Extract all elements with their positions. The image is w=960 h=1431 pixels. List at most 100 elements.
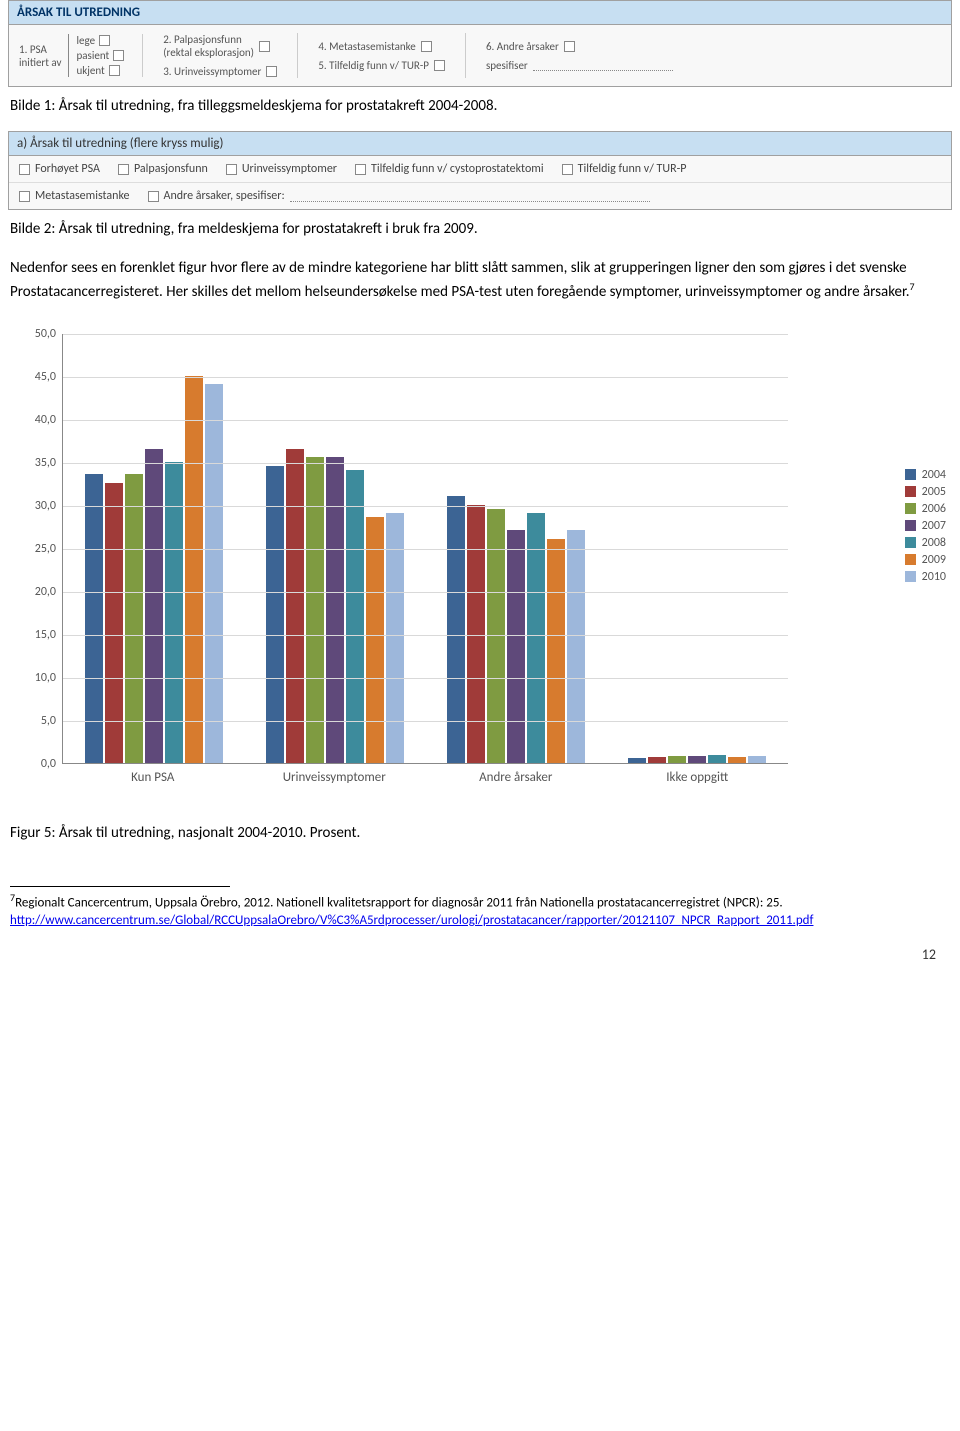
- y-tick-label: 35,0: [10, 456, 56, 470]
- chart-plot: [62, 334, 788, 764]
- form1-item4: 4. Metastasemistanke: [318, 40, 415, 53]
- bar: [185, 376, 203, 763]
- checkbox-icon[interactable]: [355, 164, 366, 175]
- legend-label: 2005: [922, 485, 946, 499]
- caption-figur5: Figur 5: Årsak til utredning, nasjonalt …: [10, 824, 950, 842]
- bar: [165, 462, 183, 763]
- checkbox-icon[interactable]: [562, 164, 573, 175]
- y-tick-label: 10,0: [10, 671, 56, 685]
- bar: [567, 530, 585, 762]
- legend-label: 2004: [922, 468, 946, 482]
- form2-row1: Forhøyet PSA Palpasjonsfunn Urinveissymp…: [9, 156, 951, 182]
- legend-label: 2008: [922, 536, 946, 550]
- checkbox-icon[interactable]: [259, 41, 270, 52]
- checkbox-icon[interactable]: [19, 191, 30, 202]
- legend-item: 2005: [905, 485, 946, 499]
- caption-bilde2: Bilde 2: Årsak til utredning, fra meldes…: [10, 220, 950, 238]
- f2-r2a: Metastasemistanke: [35, 189, 130, 203]
- x-tick-label: Ikke oppgitt: [666, 770, 728, 785]
- legend-swatch: [905, 503, 916, 514]
- dotline: [290, 190, 650, 202]
- bar: [366, 517, 384, 762]
- legend-swatch: [905, 571, 916, 582]
- form1-item2: 2. Palpasjonsfunn: [163, 33, 254, 46]
- form2-row2: Metastasemistanke Andre årsaker, spesifi…: [9, 182, 951, 209]
- form1-col2: 2. Palpasjonsfunn (rektal eksplorasjon) …: [153, 33, 287, 78]
- bar: [145, 449, 163, 763]
- y-tick-label: 45,0: [10, 370, 56, 384]
- para-sup: 7: [910, 280, 915, 293]
- opt-pasient: pasient: [77, 49, 110, 62]
- dotline: [533, 60, 673, 71]
- y-tick-label: 20,0: [10, 585, 56, 599]
- footnote-separator: [10, 886, 230, 887]
- legend-label: 2010: [922, 570, 946, 584]
- legend-swatch: [905, 537, 916, 548]
- bar: [527, 513, 545, 762]
- legend-label: 2006: [922, 502, 946, 516]
- checkbox-icon[interactable]: [113, 50, 124, 61]
- bar: [205, 384, 223, 762]
- bar: [668, 756, 686, 762]
- form2-box: a) Årsak til utredning (flere kryss muli…: [8, 131, 952, 210]
- checkbox-icon[interactable]: [434, 60, 445, 71]
- checkbox-icon[interactable]: [226, 164, 237, 175]
- f2-e: Tilfeldig funn v/ TUR-P: [578, 162, 687, 176]
- form1-header: ÅRSAK TIL UTREDNING: [9, 1, 951, 25]
- form1-item2-sub: (rektal eksplorasjon): [163, 46, 254, 59]
- legend-swatch: [905, 469, 916, 480]
- form1-body: 1. PSA initiert av lege pasient ukjent 2…: [9, 25, 951, 86]
- opt-lege: lege: [77, 34, 96, 47]
- body-paragraph: Nedenfor sees en forenklet figur hvor fl…: [10, 258, 950, 304]
- bar: [688, 756, 706, 763]
- checkbox-icon[interactable]: [99, 35, 110, 46]
- form1-bracket: lege pasient ukjent: [68, 34, 125, 77]
- y-tick-label: 40,0: [10, 413, 56, 427]
- f2-b: Palpasjonsfunn: [134, 162, 208, 176]
- bar: [648, 757, 666, 762]
- bar: [728, 757, 746, 762]
- form1-item3: 3. Urinveissymptomer: [163, 65, 261, 78]
- x-tick-label: Urinveissymptomer: [283, 770, 386, 785]
- y-tick-label: 0,0: [10, 757, 56, 771]
- footnote-text: Regionalt Cancercentrum, Uppsala Örebro,…: [15, 895, 783, 910]
- f2-d: Tilfeldig funn v/ cystoprostatektomi: [371, 162, 544, 176]
- legend-swatch: [905, 554, 916, 565]
- bar: [628, 758, 646, 762]
- footnote: 7Regionalt Cancercentrum, Uppsala Örebro…: [10, 891, 950, 931]
- legend-item: 2008: [905, 536, 946, 550]
- legend-item: 2009: [905, 553, 946, 567]
- opt-ukjent: ukjent: [77, 64, 105, 77]
- legend-label: 2007: [922, 519, 946, 533]
- form1-col3: 4. Metastasemistanke 5. Tilfeldig funn v…: [308, 40, 455, 72]
- form1-item5: 5. Tilfeldig funn v/ TUR-P: [318, 59, 429, 72]
- y-tick-label: 15,0: [10, 628, 56, 642]
- y-tick-label: 5,0: [10, 714, 56, 728]
- f2-c: Urinveissymptomer: [242, 162, 337, 176]
- checkbox-icon[interactable]: [109, 65, 120, 76]
- form1-left-label1: 1. PSA: [19, 43, 62, 56]
- form1-box: ÅRSAK TIL UTREDNING 1. PSA initiert av l…: [8, 0, 952, 87]
- chart-legend: 2004 2005 2006 2007 2008 2009 2010: [905, 468, 946, 587]
- bar: [467, 505, 485, 763]
- checkbox-icon[interactable]: [148, 191, 159, 202]
- checkbox-icon[interactable]: [564, 41, 575, 52]
- legend-item: 2007: [905, 519, 946, 533]
- footnote-link[interactable]: http://www.cancercentrum.se/Global/RCCUp…: [10, 913, 813, 928]
- caption-bilde1: Bilde 1: Årsak til utredning, fra tilleg…: [10, 97, 950, 115]
- bar: [85, 474, 103, 762]
- checkbox-icon[interactable]: [266, 66, 277, 77]
- bar: [286, 449, 304, 763]
- form1-spes: spesifiser: [486, 59, 528, 72]
- bar: [386, 513, 404, 762]
- bar: [266, 466, 284, 763]
- checkbox-icon[interactable]: [19, 164, 30, 175]
- x-tick-label: Kun PSA: [131, 770, 174, 785]
- bar: [306, 457, 324, 762]
- checkbox-icon[interactable]: [421, 41, 432, 52]
- f2-a: Forhøyet PSA: [35, 162, 100, 176]
- form1-left-label2: initiert av: [19, 56, 62, 69]
- bar: [547, 539, 565, 763]
- bar: [326, 457, 344, 762]
- checkbox-icon[interactable]: [118, 164, 129, 175]
